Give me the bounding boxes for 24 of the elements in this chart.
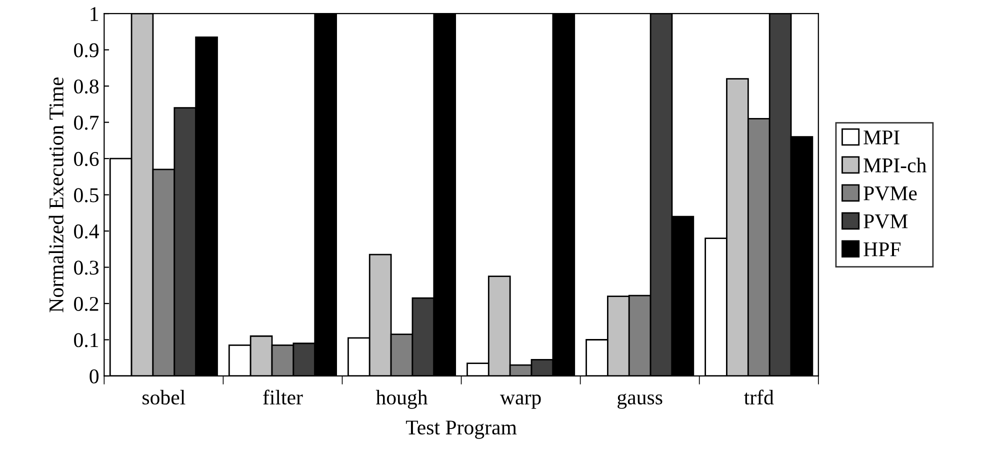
- y-tick-label: 0.9: [74, 43, 98, 58]
- y-tick-label: 0.6: [74, 152, 99, 166]
- x-tick-label: trfd: [744, 390, 774, 405]
- legend-label: PVMe: [864, 186, 917, 200]
- y-tick-label: 0.7: [74, 116, 99, 130]
- x-tick-label: filter: [263, 390, 303, 405]
- x-tick-label: sobel: [142, 390, 186, 405]
- y-tick-label: 0.8: [74, 79, 99, 94]
- legend-label: HPF: [864, 242, 901, 256]
- x-tick-label: warp: [500, 394, 541, 409]
- x-tick-label: gauss: [618, 394, 662, 409]
- x-tick-label: hough: [376, 390, 428, 409]
- y-tick-label: 0.2: [74, 296, 98, 312]
- y-tick-label: 0.3: [74, 260, 98, 275]
- legend-label: MPI: [864, 130, 900, 144]
- legend-label: PVM: [864, 214, 908, 228]
- legend-label: MPI-ch: [864, 158, 926, 172]
- y-axis-title: Normalized Execution Time: [48, 77, 64, 312]
- y-tick-label: 0.4: [74, 224, 99, 239]
- y-tick-label: 0.1: [74, 333, 98, 348]
- x-axis-title: Test Program: [406, 420, 517, 439]
- y-tick-label: 0.5: [74, 188, 98, 202]
- y-tick-label: 1: [90, 7, 98, 21]
- y-tick-label: 0: [90, 369, 99, 384]
